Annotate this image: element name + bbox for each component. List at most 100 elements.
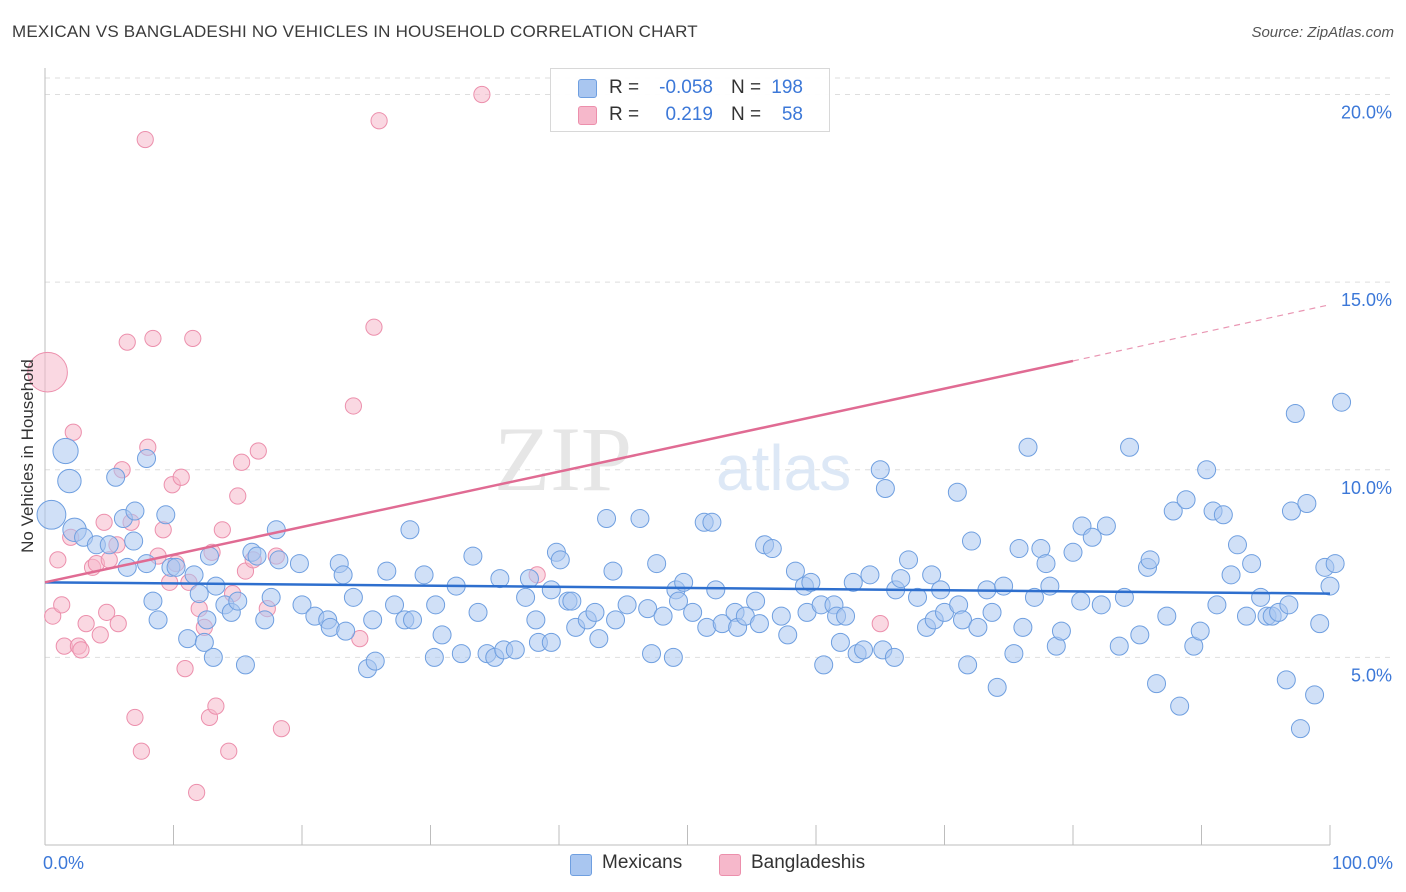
mexican-point xyxy=(706,580,726,600)
mexican-point xyxy=(1051,621,1071,641)
x-tick-label: 0.0% xyxy=(43,853,84,873)
mexican-point xyxy=(125,501,145,521)
mexican-point xyxy=(400,520,420,540)
bangladeshi-trend-line xyxy=(44,359,1074,584)
series-legend: Mexicans Bangladeshis xyxy=(0,852,1406,878)
legend-swatch-blue xyxy=(578,79,597,98)
mexican-point xyxy=(982,602,1002,622)
mexican-point xyxy=(1279,595,1299,615)
mexican-point xyxy=(1290,719,1310,739)
mexican-point xyxy=(875,479,895,499)
mexican-point xyxy=(292,595,312,615)
watermark-atlas: atlas xyxy=(716,432,851,504)
mexican-point xyxy=(771,606,791,626)
mexican-point xyxy=(550,550,570,570)
mexican-point xyxy=(333,565,353,585)
bangladeshi-point xyxy=(351,630,369,648)
bangladeshi-point xyxy=(220,742,238,760)
mexican-point xyxy=(490,569,510,589)
y-axis-label: No Vehicles in Household xyxy=(18,359,37,553)
bangladeshi-point xyxy=(154,521,172,539)
mexican-point xyxy=(432,625,452,645)
mexican-point xyxy=(365,651,385,671)
bangladeshi-point xyxy=(370,112,388,130)
mexican-trend-line xyxy=(44,581,1331,595)
bangladeshi-point xyxy=(95,513,113,531)
mexican-point xyxy=(1297,494,1317,514)
mexican-point xyxy=(1197,460,1217,480)
mexican-point xyxy=(289,554,309,574)
mexican-point xyxy=(1285,403,1305,423)
mexican-point xyxy=(1251,587,1271,607)
mexican-point xyxy=(653,606,673,626)
legend-swatch-pink xyxy=(578,106,597,125)
mexican-point xyxy=(958,655,978,675)
mexican-point xyxy=(836,606,856,626)
y-tick-label: 15.0% xyxy=(1341,290,1392,310)
mexican-point xyxy=(1190,621,1210,641)
mexican-point xyxy=(778,625,798,645)
x-tick-label: 100.0% xyxy=(1332,853,1393,873)
legend-row-mexicans: R = -0.058 N = 198 xyxy=(551,75,829,101)
mexican-point xyxy=(156,505,176,525)
legend-n-value: 58 xyxy=(781,104,803,125)
mexican-point xyxy=(1009,539,1029,559)
mexican-point xyxy=(801,572,821,592)
mexican-point xyxy=(52,437,79,465)
mexican-point xyxy=(184,565,204,585)
y-tick-label: 5.0% xyxy=(1351,665,1392,685)
mexican-point xyxy=(1147,674,1167,694)
bangladeshi-point xyxy=(365,318,383,336)
mexican-point xyxy=(1082,527,1102,547)
mexican-point xyxy=(663,647,683,667)
mexican-point xyxy=(617,595,637,615)
mexican-point xyxy=(199,546,219,566)
mexican-point xyxy=(762,539,782,559)
mexican-point xyxy=(961,531,981,551)
mexican-point xyxy=(235,655,255,675)
y-tick-label: 10.0% xyxy=(1341,478,1392,498)
mexican-point xyxy=(1120,437,1140,457)
mexican-point xyxy=(589,629,609,649)
mexican-point xyxy=(414,565,434,585)
mexican-point xyxy=(426,595,446,615)
mexican-point xyxy=(541,580,561,600)
mexican-point xyxy=(1227,535,1247,555)
mexican-point xyxy=(630,509,650,529)
mexican-point xyxy=(843,572,863,592)
mexican-point xyxy=(178,629,198,649)
mexican-point xyxy=(206,576,226,596)
mexican-point xyxy=(519,569,539,589)
mexican-point xyxy=(683,602,703,622)
bangladeshi-point xyxy=(53,596,71,614)
mexican-point xyxy=(1213,505,1233,525)
mexican-point xyxy=(1157,606,1177,626)
mexican-point xyxy=(922,565,942,585)
mexican-point xyxy=(1004,644,1024,664)
mexican-point xyxy=(1276,670,1296,690)
legend-row-bangladeshis: R = 0.219 N = 58 xyxy=(551,102,829,128)
mexican-point xyxy=(1305,685,1325,705)
mexican-point xyxy=(516,587,536,607)
mexican-point xyxy=(377,561,397,581)
mexican-point xyxy=(702,512,722,532)
mexican-point xyxy=(947,482,967,502)
mexican-point xyxy=(1170,696,1190,716)
bangladeshi-point xyxy=(136,130,154,149)
mexican-point xyxy=(189,584,209,604)
mexican-point xyxy=(269,550,289,570)
mexican-point xyxy=(1096,516,1116,536)
bangladeshi-point xyxy=(118,333,136,351)
bangladeshi-point xyxy=(188,783,206,802)
mexican-point xyxy=(463,546,483,566)
mexican-point xyxy=(647,554,667,574)
legend-swatch-pink xyxy=(719,854,741,876)
bangladeshi-point xyxy=(109,615,127,633)
mexican-point xyxy=(891,569,911,589)
mexican-point xyxy=(1109,636,1129,656)
mexican-point xyxy=(597,509,617,529)
mexican-point xyxy=(1024,587,1044,607)
axes xyxy=(44,68,1331,846)
legend-r-label: R = xyxy=(609,104,640,125)
mexican-point xyxy=(266,520,286,540)
